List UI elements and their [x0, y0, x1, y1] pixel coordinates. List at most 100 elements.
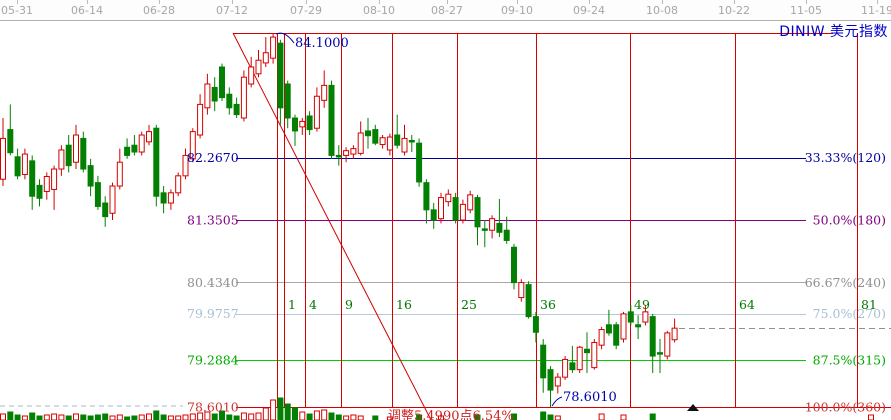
- pct-label: 50.0%(180): [813, 213, 886, 228]
- candle-body: [29, 160, 36, 197]
- candle: [270, 33, 277, 64]
- gann-day-label: 36: [540, 297, 556, 312]
- candle: [532, 311, 539, 343]
- adjustment-note: 调整5.4990点6.54%: [388, 409, 514, 420]
- candle-body: [627, 311, 634, 323]
- candle-body: [416, 142, 423, 183]
- candle: [489, 215, 496, 239]
- volume-bar: [131, 415, 138, 420]
- candle: [197, 94, 204, 139]
- volume-bar: [262, 407, 269, 420]
- candle: [146, 124, 152, 146]
- volume-bar: [328, 412, 335, 420]
- candle: [284, 80, 291, 129]
- candle: [562, 356, 569, 380]
- volume-bar: [620, 414, 627, 420]
- candle-body: [146, 131, 152, 143]
- candle-body: [65, 144, 72, 167]
- volume-bar: [299, 411, 306, 420]
- candle-body: [562, 358, 569, 378]
- candle-body: [167, 192, 174, 204]
- volume-bar: [868, 414, 874, 420]
- date-label: 10-22: [718, 4, 750, 17]
- candle-body: [576, 346, 583, 371]
- candle: [547, 366, 554, 407]
- symbol-label: DINIW 美元指数: [779, 24, 888, 40]
- candle: [613, 322, 620, 350]
- candle-body: [525, 284, 532, 318]
- candle: [116, 148, 123, 190]
- gann-day-label: 64: [739, 297, 755, 312]
- candle: [664, 330, 671, 360]
- candle-body: [204, 83, 211, 109]
- candle-body: [430, 209, 437, 221]
- candle-body: [321, 84, 328, 101]
- peak-price-annotation: 84.1000: [295, 36, 349, 51]
- candle-body: [109, 185, 116, 214]
- volume-bar: [138, 414, 145, 420]
- candle: [0, 118, 6, 187]
- candle: [262, 37, 269, 68]
- candle: [7, 104, 14, 156]
- gann-day-label: 81: [861, 297, 877, 312]
- candle: [474, 194, 481, 246]
- low-annotation-connector: [551, 396, 563, 407]
- date-label: 11-19: [861, 4, 891, 17]
- candle: [211, 77, 218, 112]
- candle: [438, 192, 444, 224]
- candle-body: [277, 42, 284, 109]
- candle: [182, 148, 189, 180]
- candle-body: [540, 344, 547, 379]
- volume-bar: [58, 414, 65, 420]
- candle-body: [80, 137, 87, 170]
- candle-body: [211, 86, 218, 102]
- candle: [14, 148, 21, 180]
- candle-body: [365, 130, 371, 137]
- candle-body: [131, 144, 138, 153]
- volume-bar: [43, 414, 50, 420]
- candle: [175, 172, 182, 197]
- candle: [649, 313, 656, 374]
- candle: [240, 70, 247, 122]
- candle-body: [591, 341, 598, 369]
- candle: [124, 138, 131, 159]
- candle: [569, 345, 576, 374]
- candle: [430, 203, 437, 229]
- candle: [416, 138, 423, 187]
- candle-body: [649, 316, 656, 357]
- candle-body: [496, 222, 503, 233]
- candle-body: [518, 282, 525, 299]
- date-tick: [379, 0, 380, 4]
- candle-body: [182, 154, 189, 177]
- gann-day-label: 25: [461, 297, 477, 312]
- candle: [357, 121, 364, 156]
- candle-body: [547, 369, 554, 391]
- candle-body: [313, 95, 320, 129]
- volume-bar: [313, 410, 320, 420]
- candle: [481, 220, 488, 248]
- candle: [657, 339, 663, 374]
- candle: [255, 50, 262, 78]
- candle-body: [503, 229, 510, 241]
- candle-body: [569, 362, 576, 371]
- candle: [365, 118, 371, 149]
- volume-bar: [438, 415, 444, 420]
- volume-bar: [167, 415, 174, 420]
- candle: [452, 192, 459, 224]
- volume-bar: [547, 414, 554, 420]
- price-label: 82.2670: [187, 150, 239, 165]
- candle-body: [87, 165, 94, 187]
- candle-body: [445, 193, 452, 203]
- date-axis: 05-31 06-14 06-28 07-12 07-29 08-10 08-27 09-10…: [0, 0, 891, 21]
- volume-bar: [182, 414, 189, 420]
- volume-bar: [21, 415, 28, 420]
- volume-bar: [189, 413, 196, 420]
- candle-body: [7, 129, 14, 154]
- volume-bar: [248, 413, 255, 420]
- candle: [328, 80, 335, 159]
- candle: [635, 315, 642, 340]
- candle-body: [350, 148, 357, 155]
- candle: [459, 199, 466, 224]
